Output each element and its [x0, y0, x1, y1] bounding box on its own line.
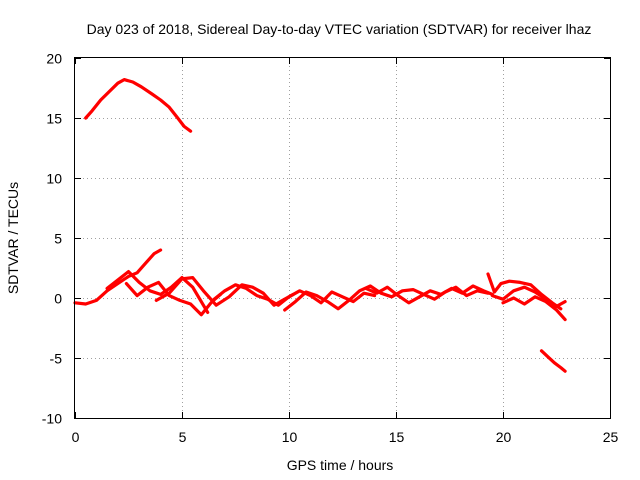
series-arc-4 [124, 280, 223, 317]
y-tick-label: 20 [46, 51, 62, 67]
series-arc-12 [539, 349, 567, 373]
x-tick-label: 0 [72, 429, 80, 445]
y-tick-label: -5 [50, 351, 63, 367]
series-arc-8 [364, 284, 494, 305]
y-tick-label: 15 [46, 111, 62, 127]
series-arc-10 [490, 285, 567, 308]
y-axis-label: SDTVAR / TECUs [5, 182, 21, 294]
x-axis-label: GPS time / hours [287, 457, 394, 473]
plot-frame [74, 57, 611, 419]
x-tick-label: 10 [282, 429, 298, 445]
y-tick-label: 10 [46, 171, 62, 187]
grid [75, 58, 610, 418]
y-tick-label: 0 [54, 291, 62, 307]
x-tick-label: 5 [179, 429, 187, 445]
x-tick-label: 20 [496, 429, 512, 445]
x-tick-label: 15 [389, 429, 405, 445]
axis-ticks: 0 5 10 15 20 25 -10 -5 0 5 10 15 20 [42, 51, 619, 446]
series-arc-5 [154, 276, 295, 307]
y-tick-label: -10 [42, 411, 62, 427]
chart-title: Day 023 of 2018, Sidereal Day-to-day VTE… [87, 21, 592, 37]
series-arc-2 [73, 248, 163, 306]
series-arc-1 [84, 77, 193, 133]
data-series [73, 77, 567, 373]
x-tick-label: 25 [603, 429, 619, 445]
series-arc-3 [105, 270, 210, 314]
y-tick-label: 5 [54, 231, 62, 247]
series-arc-11 [501, 295, 567, 322]
